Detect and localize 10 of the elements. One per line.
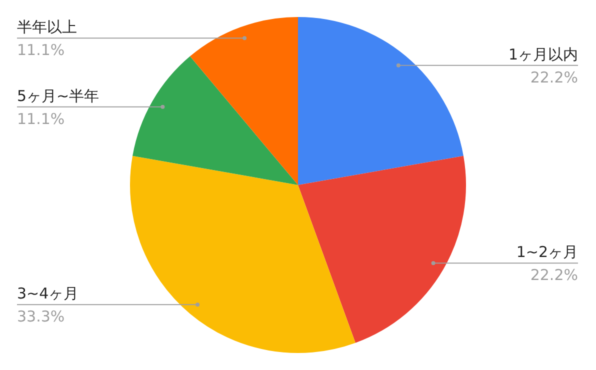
data-label: 22.2% (530, 68, 578, 86)
data-label: 22.2% (530, 266, 578, 284)
slice-label: 1ヶ月以内 (508, 45, 578, 64)
data-label: 11.1% (17, 41, 65, 60)
slice-label: 3~4ヶ月 (17, 284, 79, 303)
slice-label: 半年以上 (17, 18, 77, 36)
slice-label: 1~2ヶ月 (516, 243, 578, 262)
slice-label: 5ヶ月~半年 (17, 86, 100, 105)
data-label: 11.1% (17, 110, 65, 128)
data-label: 33.3% (17, 308, 65, 326)
